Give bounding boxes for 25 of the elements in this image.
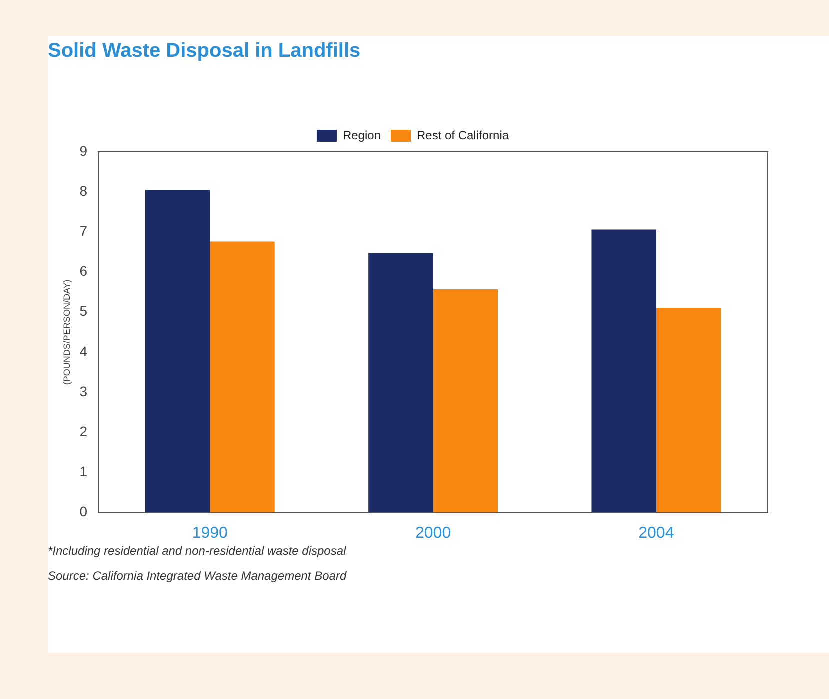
bar [656,308,722,513]
x-tick-label: 2004 [638,524,674,542]
y-tick-label: 7 [80,223,88,240]
y-tick-label: 2 [80,423,88,440]
y-tick-label: 0 [80,504,88,520]
y-tick-label: 1 [80,464,88,480]
chart-title: Solid Waste Disposal in Landfills [48,40,361,63]
y-tick-label: 5 [80,303,88,320]
legend-label: Rest of California [416,128,510,142]
bar [145,190,210,513]
bar [592,230,656,513]
y-axis-title: (POUNDS/PERSON/DAY) [62,280,72,386]
source-note: Source: California Integrated Waste Management Board [48,569,347,583]
y-tick-label: 4 [80,343,88,360]
bar [433,290,498,513]
y-tick-label: 6 [80,263,88,280]
y-tick-label: 8 [80,182,88,199]
bar [210,242,275,513]
y-tick-label: 9 [80,142,88,159]
y-tick-label: 3 [80,383,88,400]
text: *Including residential and non-residential waste disposal [48,544,346,558]
bar [368,253,434,513]
x-tick-label: 1990 [192,524,228,542]
legend-label: Region [342,128,381,142]
x-tick-label: 2000 [415,524,452,542]
